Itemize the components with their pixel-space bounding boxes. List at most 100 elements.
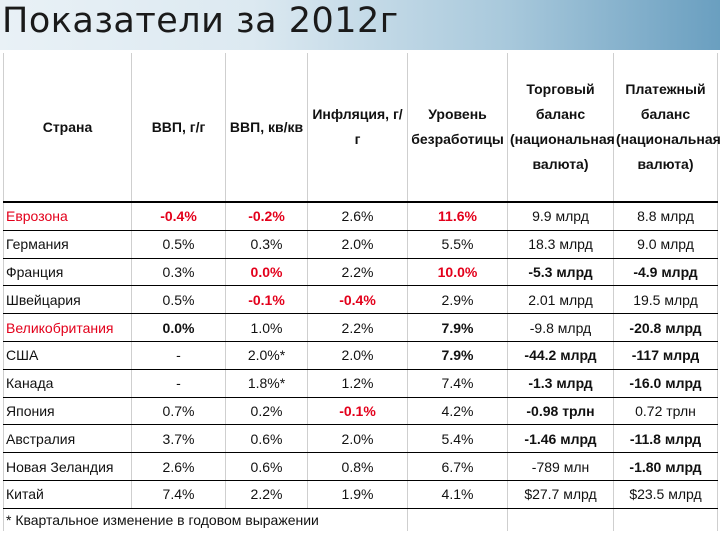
cell-payment-balance: -4.9 млрд [613,258,718,287]
table-row: Австралия 3.7% 0.6% 2.0% 5.4% -1.46 млрд… [3,424,718,454]
cell-payment-balance: 9.0 млрд [613,230,718,259]
table-row: Еврозона -0.4% -0.2% 2.6% 11.6% 9.9 млрд… [3,202,718,231]
indicators-table: Страна ВВП, г/г ВВП, кв/кв Инфляция, г/г… [3,53,720,531]
cell-country: Новая Зеландия [3,452,132,481]
cell-unemployment: 5.4% [407,424,508,454]
cell-gdp-yy: 0.5% [131,285,226,315]
header-trade-balance: Торговый баланс (национальная валюта) [507,53,615,203]
cell-gdp-yy: 0.7% [131,397,226,426]
cell-trade-balance: -1.3 млрд [507,369,614,398]
cell-country: Великобритания [3,313,132,342]
cell-gdp-qq: 2.0%* [225,341,308,370]
cell-inflation: 2.0% [307,424,408,454]
cell-unemployment: 4.2% [407,397,508,426]
cell-country: США [3,341,132,370]
header-inflation: Инфляция, г/г [307,53,408,203]
cell-inflation: 2.0% [307,230,408,259]
cell-gdp-yy: -0.4% [131,202,226,231]
cell-gdp-yy: 0.5% [131,230,226,259]
cell-trade-balance: -44.2 млрд [507,341,614,370]
cell-trade-balance: 2.01 млрд [507,285,614,315]
cell-payment-balance: 0.72 трлн [613,397,718,426]
cell-gdp-qq: 2.2% [225,480,308,509]
table-footnote: * Квартальное изменение в годовом выраже… [3,508,408,531]
cell-country: Япония [3,397,132,426]
cell-inflation: 1.9% [307,480,408,509]
cell-payment-balance: -20.8 млрд [613,313,718,342]
cell-country: Еврозона [3,202,132,231]
table-row: Швейцария 0.5% -0.1% -0.4% 2.9% 2.01 млр… [3,285,718,315]
cell-gdp-qq: -0.2% [225,202,308,231]
cell-trade-balance: -5.3 млрд [507,258,614,287]
cell-trade-balance: -9.8 млрд [507,313,614,342]
cell-gdp-yy: 0.0% [131,313,226,342]
footnote-empty-cell [613,508,718,531]
cell-payment-balance: -11.8 млрд [613,424,718,454]
header-gdp-qq: ВВП, кв/кв [225,53,308,203]
header-country: Страна [3,53,132,203]
cell-gdp-yy: 2.6% [131,452,226,481]
cell-payment-balance: -1.80 млрд [613,452,718,481]
cell-gdp-qq: 1.8%* [225,369,308,398]
cell-gdp-qq: -0.1% [225,285,308,315]
cell-inflation: 1.2% [307,369,408,398]
table-row: Канада - 1.8%* 1.2% 7.4% -1.3 млрд -16.0… [3,369,718,398]
cell-payment-balance: -16.0 млрд [613,369,718,398]
table-row: Германия 0.5% 0.3% 2.0% 5.5% 18.3 млрд 9… [3,230,718,259]
cell-gdp-qq: 0.3% [225,230,308,259]
footnote-empty-cell [407,508,508,531]
cell-unemployment: 7.9% [407,313,508,342]
cell-trade-balance: 18.3 млрд [507,230,614,259]
cell-unemployment: 6.7% [407,452,508,481]
cell-inflation: 2.6% [307,202,408,231]
cell-payment-balance: $23.5 млрд [613,480,718,509]
cell-gdp-qq: 0.6% [225,424,308,454]
cell-gdp-qq: 1.0% [225,313,308,342]
table-row: Новая Зеландия 2.6% 0.6% 0.8% 6.7% -789 … [3,452,718,481]
cell-unemployment: 7.9% [407,341,508,370]
cell-country: Швейцария [3,285,132,315]
cell-gdp-yy: 0.3% [131,258,226,287]
cell-inflation: 2.0% [307,341,408,370]
table-row: Великобритания 0.0% 1.0% 2.2% 7.9% -9.8 … [3,313,718,342]
cell-gdp-qq: 0.0% [225,258,308,287]
cell-gdp-yy: - [131,341,226,370]
cell-trade-balance: $27.7 млрд [507,480,614,509]
table-row: Япония 0.7% 0.2% -0.1% 4.2% -0.98 трлн 0… [3,397,718,426]
slide-title: Показатели за 2012г [2,1,399,41]
cell-trade-balance: 9.9 млрд [507,202,614,231]
cell-country: Китай [3,480,132,509]
cell-inflation: 2.2% [307,313,408,342]
cell-gdp-yy: 7.4% [131,480,226,509]
cell-unemployment: 10.0% [407,258,508,287]
cell-country: Австралия [3,424,132,454]
cell-inflation: -0.4% [307,285,408,315]
table-row: США - 2.0%* 2.0% 7.9% -44.2 млрд -117 мл… [3,341,718,370]
cell-inflation: -0.1% [307,397,408,426]
table-row: Китай 7.4% 2.2% 1.9% 4.1% $27.7 млрд $23… [3,480,718,509]
cell-trade-balance: -0.98 трлн [507,397,614,426]
cell-trade-balance: -789 млн [507,452,614,481]
indicators-table-container: Страна ВВП, г/г ВВП, кв/кв Инфляция, г/г… [3,53,720,531]
cell-country: Канада [3,369,132,398]
cell-inflation: 2.2% [307,258,408,287]
cell-payment-balance: 8.8 млрд [613,202,718,231]
header-gdp-yy: ВВП, г/г [131,53,226,203]
cell-payment-balance: -117 млрд [613,341,718,370]
cell-unemployment: 2.9% [407,285,508,315]
cell-trade-balance: -1.46 млрд [507,424,614,454]
cell-unemployment: 4.1% [407,480,508,509]
cell-unemployment: 11.6% [407,202,508,231]
cell-inflation: 0.8% [307,452,408,481]
cell-unemployment: 5.5% [407,230,508,259]
footnote-empty-cell [507,508,614,531]
slide-header: Показатели за 2012г [0,0,720,50]
cell-country: Франция [3,258,132,287]
cell-payment-balance: 19.5 млрд [613,285,718,315]
cell-unemployment: 7.4% [407,369,508,398]
table-row: Франция 0.3% 0.0% 2.2% 10.0% -5.3 млрд -… [3,258,718,287]
table-footnote-row: * Квартальное изменение в годовом выраже… [3,508,718,531]
header-payment-balance: Платежный баланс (национальная валюта) [613,53,720,203]
cell-gdp-qq: 0.6% [225,452,308,481]
header-unemployment: Уровень безработицы [407,53,508,203]
